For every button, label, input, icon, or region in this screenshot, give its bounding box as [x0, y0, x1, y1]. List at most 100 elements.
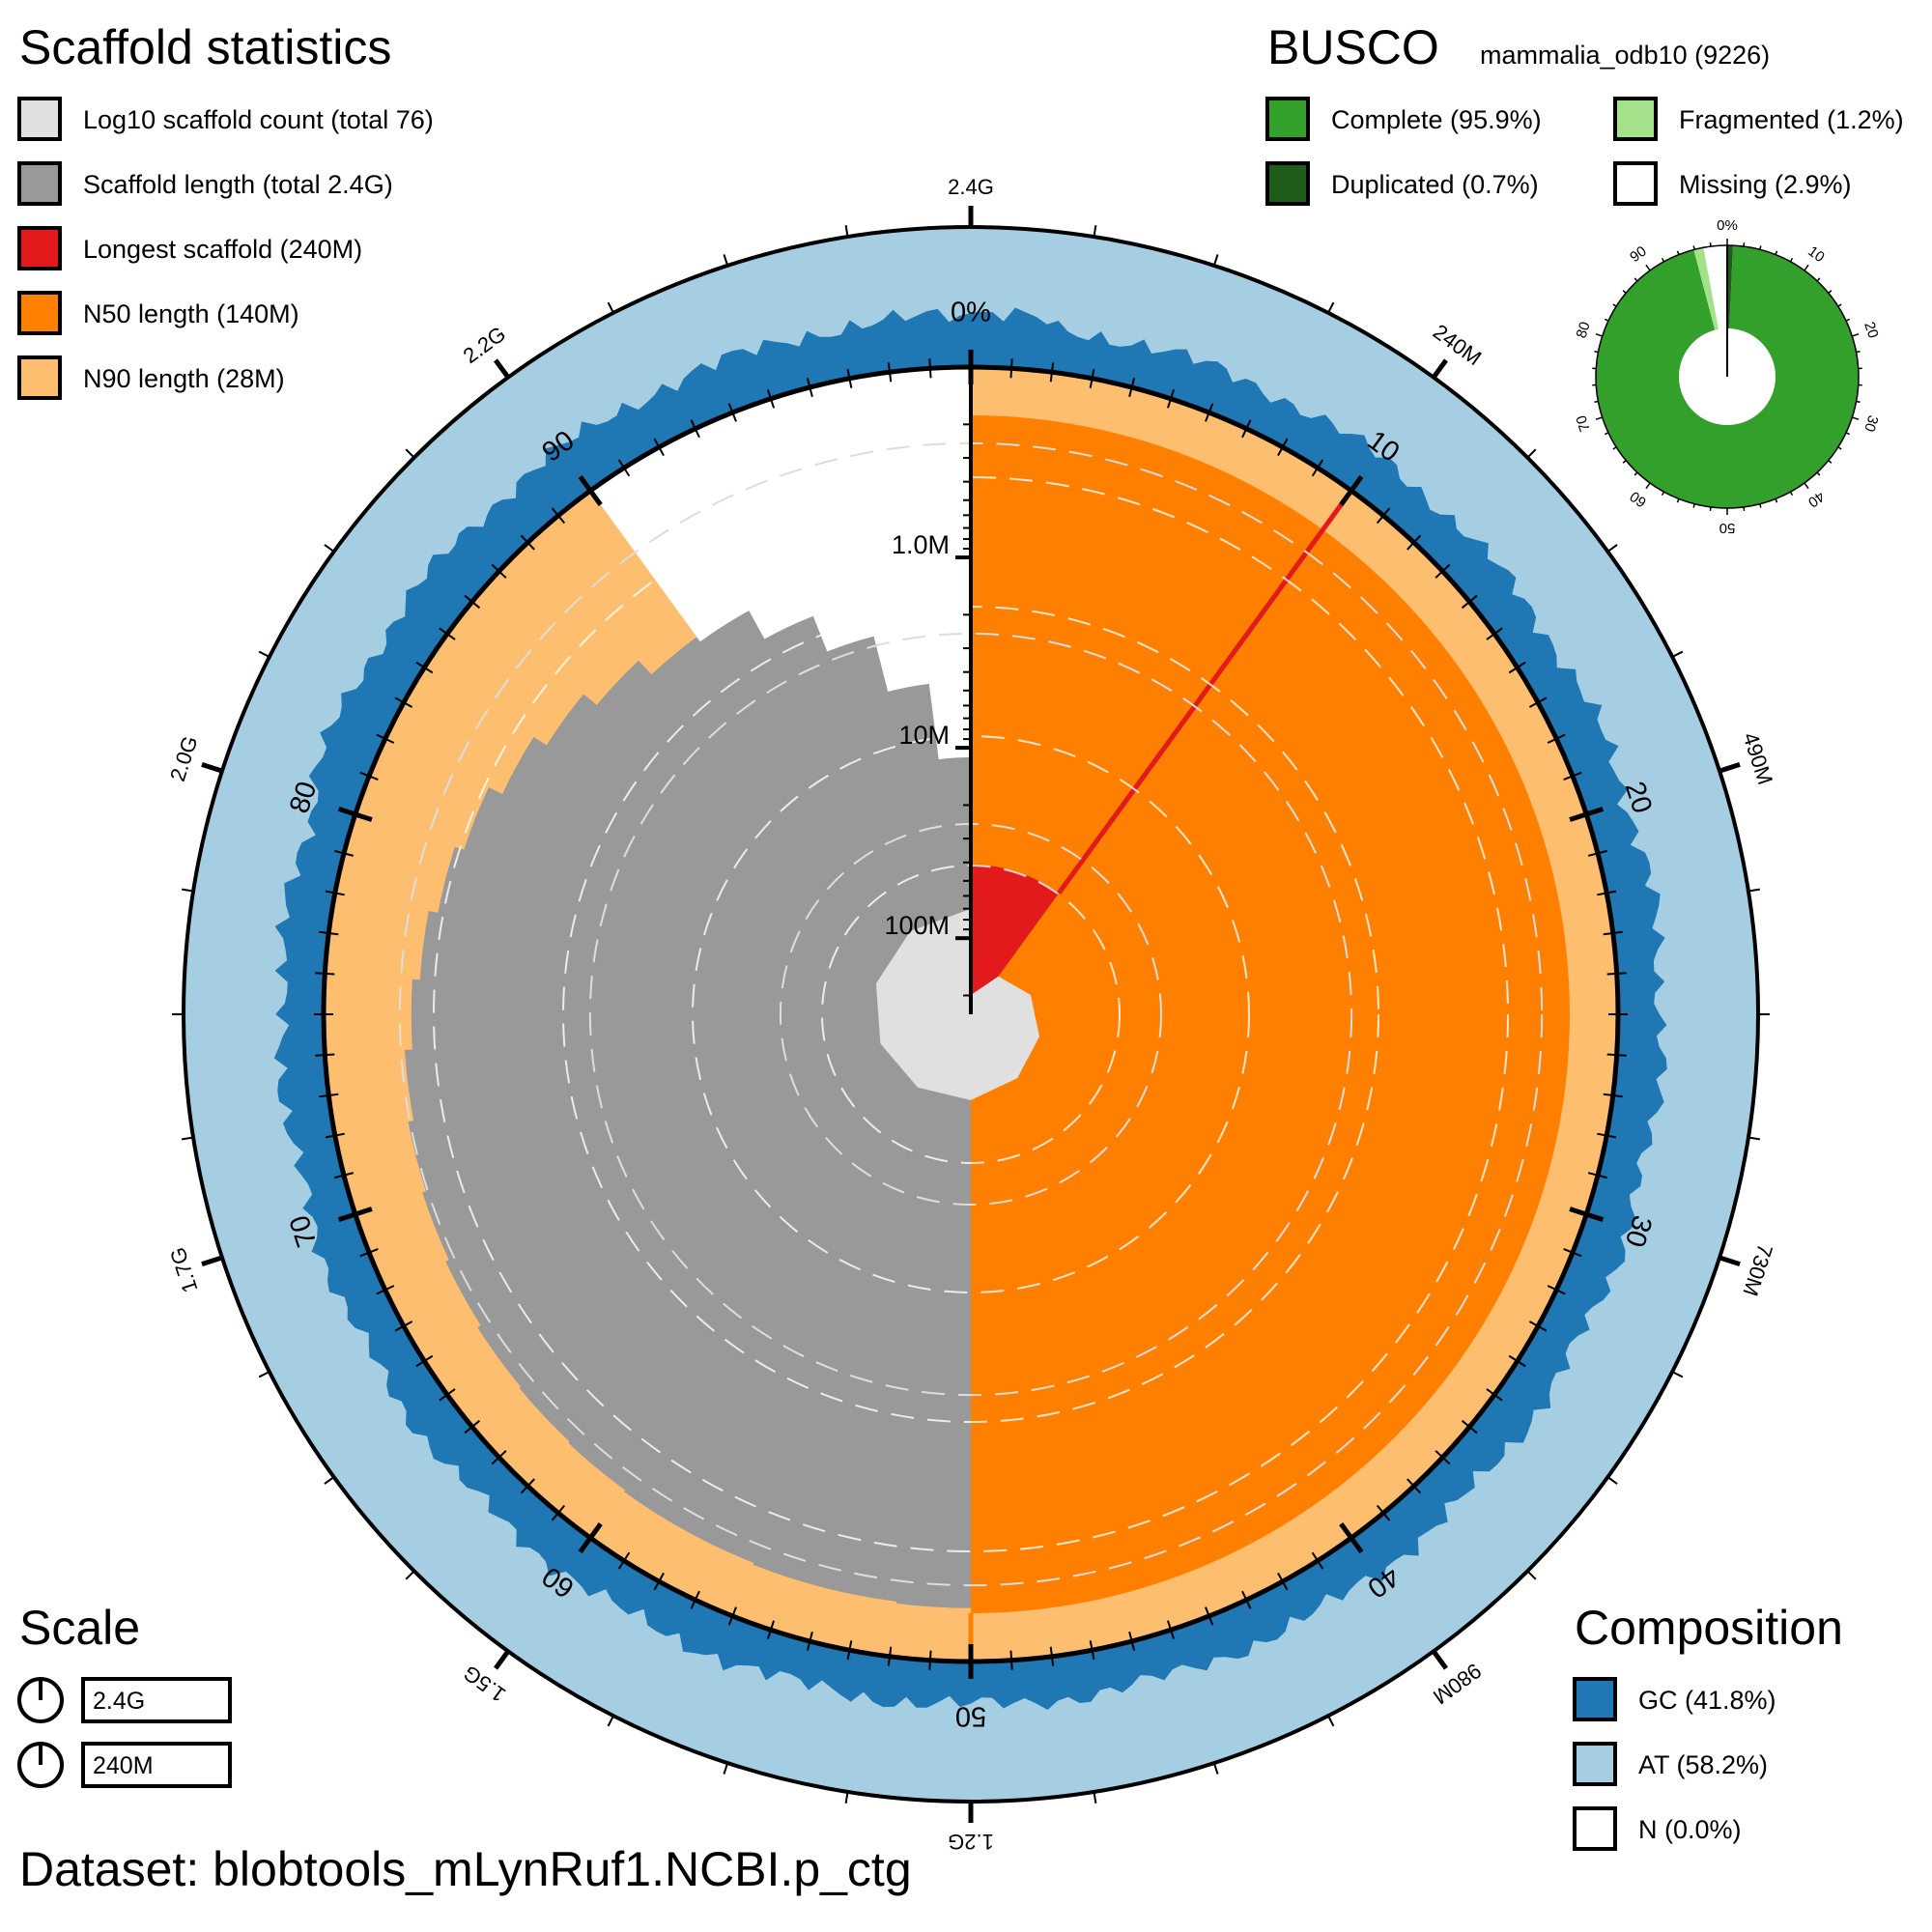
percent-tick: [617, 459, 631, 477]
percent-tick: [806, 378, 813, 397]
percent-tick: [1508, 1354, 1526, 1368]
percent-tick: [727, 1606, 737, 1626]
radial-tick-label: 10M: [898, 721, 950, 750]
percent-tick: [806, 1632, 813, 1651]
percent-tick: [1461, 594, 1478, 610]
n50-sector: [971, 415, 1570, 1613]
composition-legend: GC (41.8%) AT (58.2%) N (0.0%): [1573, 1677, 1776, 1851]
busco-tick: [1804, 264, 1809, 271]
length-tick: [494, 1649, 510, 1670]
percent-tick: [1277, 1572, 1289, 1591]
longest-scaffold-sector: [971, 865, 1060, 1014]
percent-tick: [1597, 890, 1617, 896]
percent-tick: [415, 1354, 434, 1368]
busco-tick: [1816, 277, 1821, 282]
composition-legend-item-swatch: [1573, 1742, 1617, 1786]
percent-tick: [1376, 507, 1391, 525]
percent-tick: [359, 771, 379, 781]
busco-tick: [1816, 471, 1821, 476]
n90-band-segment: [324, 973, 412, 1056]
percent-tick: [1277, 438, 1289, 457]
percent-tick: [1569, 1207, 1605, 1222]
percent-tick: [359, 1248, 379, 1258]
composition-legend-item-label: N (0.0%): [1638, 1815, 1742, 1844]
percent-tick: [1311, 459, 1324, 477]
busco-duplicated-sector: [1727, 245, 1733, 329]
busco-tick-label: 30: [1861, 413, 1881, 434]
n90-band-segment: [384, 1261, 481, 1362]
percent-tick: [617, 1551, 631, 1570]
scaffold-stats-legend-item-swatch: [17, 226, 62, 270]
busco-tick: [1612, 446, 1617, 450]
length-tick: [182, 1136, 194, 1141]
length-tick: [723, 254, 729, 267]
percent-tick: [1089, 1640, 1095, 1661]
percent-tick: [690, 1590, 700, 1609]
n90-band-segment: [590, 1492, 687, 1582]
percent-tick: [1603, 930, 1623, 936]
busco-donut: 0% 10 20 30 40 50 60 70 80 90: [1573, 217, 1881, 536]
percent-tick: [319, 930, 339, 936]
percent-tick: [439, 1388, 456, 1402]
percent-tick: [1241, 419, 1252, 439]
percent-tick: [1167, 1620, 1176, 1640]
percent-tick: [1547, 1285, 1566, 1295]
percent-tick: [1128, 378, 1136, 397]
busco-tick: [1709, 506, 1712, 511]
length-tick: [723, 1762, 729, 1775]
length-tick-label: 490M: [1738, 729, 1777, 787]
radial-log-scale: 1.0M 10M 100M: [884, 365, 973, 1014]
length-tick-label: 980M: [1429, 1659, 1486, 1710]
percent-tick: [376, 1285, 395, 1295]
n90-band-segment: [810, 1587, 897, 1657]
dataset-label: Dataset: blobtools_mLynRuf1.NCBI.p_ctg: [19, 1842, 912, 1896]
percent-tick: [551, 1504, 566, 1521]
length-tick-label: 1.5G: [459, 1661, 510, 1707]
percent-tick: [846, 368, 853, 388]
length-tick: [1212, 254, 1219, 267]
length-tick: [1327, 301, 1335, 314]
scaffold-count-spiral: [875, 908, 1039, 1100]
percent-tick: [653, 1572, 665, 1591]
scale-legend: 2.4G 240M: [17, 1677, 232, 1788]
n90-band-segment: [325, 1049, 414, 1136]
scaffold-stats-legend-item-swatch: [17, 97, 62, 141]
percent-tick: [394, 696, 413, 708]
n90-band-segment: [527, 490, 697, 675]
busco-tick: [1837, 303, 1842, 307]
scaffold-stats-legend-item-swatch: [17, 291, 62, 335]
scaffold-stats-legend-item-label: N50 length (140M): [83, 299, 299, 328]
busco-legend-item-swatch: [1265, 97, 1310, 141]
busco-tick: [1804, 482, 1809, 490]
percent-tick: [887, 362, 893, 383]
busco-tick-label: 10: [1804, 243, 1827, 267]
percent-tick: [1606, 972, 1627, 976]
percent-tick: [1435, 563, 1451, 579]
composition-title: Composition: [1575, 1601, 1843, 1655]
percent-tick: [1089, 368, 1095, 388]
length-tick-label: 1.7G: [165, 1244, 203, 1295]
scaffold-stats-title: Scaffold statistics: [19, 20, 391, 74]
scale-box-label: 2.4G: [93, 1688, 145, 1715]
busco-tick: [1845, 318, 1850, 322]
busco-tick: [1743, 506, 1746, 511]
busco-tick-label: 90: [1627, 243, 1649, 267]
length-tick: [405, 1570, 415, 1580]
busco-tick: [1612, 303, 1617, 307]
percent-tick: [1205, 1606, 1214, 1626]
length-tick: [1526, 1570, 1537, 1580]
percent-tick: [315, 972, 335, 976]
scaffold-stats-legend-item-label: Scaffold length (total 2.4G): [83, 170, 393, 199]
length-tick-label: 2.4G: [948, 175, 994, 199]
length-tick: [1432, 1649, 1448, 1670]
length-tick-label: 1.2G: [948, 1830, 994, 1854]
busco-legend-item-label: Missing (2.9%): [1679, 170, 1852, 199]
length-tick: [182, 888, 194, 893]
percent-tick: [491, 563, 507, 579]
length-tick-label: 2.2G: [459, 322, 510, 368]
busco-tick: [1856, 351, 1861, 354]
percent-tick: [928, 358, 932, 379]
percent-tick: [1588, 1172, 1607, 1179]
radial-tick-label: 100M: [884, 911, 950, 940]
length-tick: [844, 225, 849, 238]
